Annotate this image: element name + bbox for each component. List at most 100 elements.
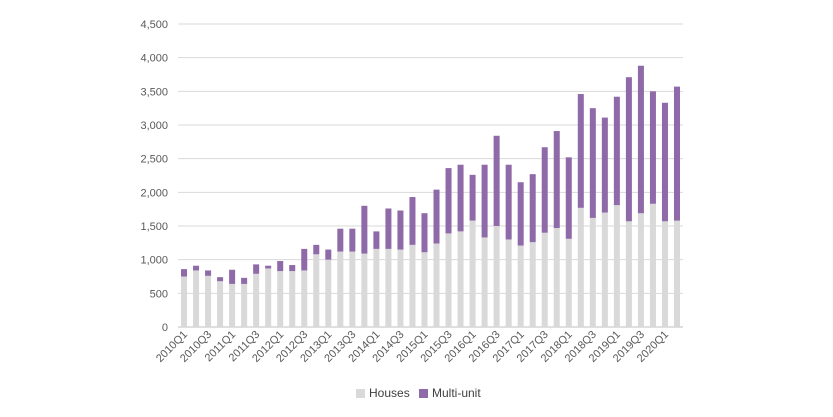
y-axis: 0 500 1,000 1,500 2,000 2,500 3,000 3,500 4,000 4… (140, 19, 683, 334)
bar-houses-2018Q2 (577, 207, 584, 327)
bar-houses-2011Q4 (265, 268, 272, 327)
bar-houses-2016Q3 (493, 226, 500, 327)
bar-houses-2019Q1 (613, 205, 620, 327)
bar-multi-unit-2016Q1 (469, 174, 476, 221)
bar-houses-2016Q4 (505, 239, 512, 327)
bar-multi-unit-2013Q2 (337, 228, 344, 252)
bar-houses-2013Q1 (325, 259, 332, 327)
bar-multi-unit-2013Q1 (325, 249, 332, 260)
bar-multi-unit-2012Q1 (277, 261, 284, 272)
y-tick-label: 3,500 (140, 86, 168, 98)
bar-houses-2010Q4 (217, 281, 224, 327)
bar-multi-unit-2018Q1 (565, 157, 572, 239)
bar-multi-unit-2016Q4 (505, 164, 512, 240)
bar-multi-unit-2012Q3 (301, 248, 308, 271)
bar-houses-2014Q3 (397, 249, 404, 327)
legend: Houses Multi-unit (356, 386, 481, 400)
y-tick-label: 1,500 (140, 221, 168, 233)
bar-houses-2011Q1 (229, 283, 236, 327)
bar-multi-unit-2015Q3 (445, 168, 452, 234)
bar-houses-2015Q2 (433, 243, 440, 327)
bar-houses-2017Q2 (529, 242, 536, 327)
bar-houses-2016Q2 (481, 237, 488, 327)
x-axis: 2010Q12010Q32011Q12011Q32012Q12012Q32013… (154, 329, 671, 365)
bar-multi-unit-2020Q1 (661, 102, 668, 222)
bar-multi-unit-2017Q4 (553, 131, 560, 229)
bar-houses-2012Q4 (313, 254, 320, 327)
bar-houses-2015Q3 (445, 233, 452, 327)
y-tick-label: 0 (162, 322, 168, 334)
bar-multi-unit-2014Q1 (373, 231, 380, 249)
bar-houses-2010Q3 (205, 275, 212, 327)
bar-multi-unit-2013Q3 (349, 228, 356, 252)
bar-multi-unit-2015Q2 (433, 189, 440, 244)
bar-houses-2013Q2 (337, 251, 344, 327)
legend-swatch-houses (356, 389, 365, 398)
bar-multi-unit-2016Q2 (481, 164, 488, 238)
bar-houses-2014Q4 (409, 244, 416, 327)
bar-houses-2015Q4 (457, 231, 464, 327)
bar-multi-unit-2010Q3 (205, 270, 212, 276)
bar-houses-2016Q1 (469, 220, 476, 327)
bar-houses-2019Q4 (649, 203, 656, 327)
bar-multi-unit-2019Q4 (649, 91, 656, 204)
legend-swatch-multi-unit (419, 389, 428, 398)
bar-multi-unit-2010Q4 (217, 277, 224, 282)
bar-houses-2013Q3 (349, 251, 356, 327)
bar-houses-2011Q3 (253, 273, 260, 327)
bar-houses-2011Q2 (241, 283, 248, 327)
bar-multi-unit-2017Q3 (541, 147, 548, 233)
bar-houses-2017Q3 (541, 232, 548, 327)
bar-multi-unit-2014Q2 (385, 208, 392, 249)
legend-label-multi-unit: Multi-unit (432, 386, 481, 400)
bar-multi-unit-2017Q1 (517, 182, 524, 246)
y-tick-label: 4,000 (140, 53, 168, 65)
bar-houses-2014Q1 (373, 248, 380, 327)
bar-multi-unit-2011Q4 (265, 265, 272, 269)
bar-houses-2018Q3 (589, 217, 596, 327)
y-tick-label: 1,000 (140, 255, 168, 267)
bar-multi-unit-2018Q3 (589, 108, 596, 218)
bar-houses-2012Q1 (277, 271, 284, 327)
bar-multi-unit-2020Q2 (673, 86, 680, 221)
bar-multi-unit-2012Q2 (289, 265, 296, 272)
bar-houses-2012Q3 (301, 270, 308, 327)
bar-houses-2014Q2 (385, 248, 392, 327)
bar-multi-unit-2018Q2 (577, 94, 584, 208)
bar-multi-unit-2015Q4 (457, 164, 464, 232)
bar-houses-2017Q4 (553, 228, 560, 327)
bar-houses-2019Q3 (637, 213, 644, 327)
y-tick-label: 4,500 (140, 19, 168, 31)
bar-multi-unit-2011Q1 (229, 269, 236, 284)
bar-houses-2020Q1 (661, 221, 668, 327)
bar-houses-2018Q1 (565, 238, 572, 327)
bar-multi-unit-2012Q4 (313, 244, 320, 255)
bar-multi-unit-2015Q1 (421, 213, 428, 253)
bar-multi-unit-2011Q3 (253, 264, 260, 274)
y-tick-label: 3,000 (140, 120, 168, 132)
bar-multi-unit-2019Q1 (613, 96, 620, 206)
gridlines (178, 23, 683, 294)
bar-multi-unit-2016Q3 (493, 135, 500, 226)
bar-multi-unit-2013Q4 (361, 205, 368, 254)
bar-houses-2018Q4 (601, 212, 608, 327)
bar-houses-2019Q2 (625, 221, 632, 327)
y-tick-label: 2,000 (140, 187, 168, 199)
bar-houses-2017Q1 (517, 245, 524, 327)
bar-multi-unit-2018Q4 (601, 117, 608, 213)
bar-multi-unit-2014Q4 (409, 197, 416, 245)
bar-multi-unit-2010Q1 (181, 269, 188, 277)
bar-multi-unit-2014Q3 (397, 210, 404, 250)
bar-multi-unit-2010Q2 (193, 265, 200, 271)
bar-houses-2010Q2 (193, 270, 200, 327)
bar-houses-2010Q1 (181, 276, 188, 327)
bar-houses-2012Q2 (289, 271, 296, 327)
bar-houses-2013Q4 (361, 253, 368, 327)
legend-label-houses: Houses (369, 386, 410, 400)
bar-multi-unit-2011Q2 (241, 277, 248, 284)
bar-houses-2020Q2 (673, 220, 680, 327)
y-tick-label: 500 (150, 288, 168, 300)
bar-multi-unit-2017Q2 (529, 174, 536, 243)
